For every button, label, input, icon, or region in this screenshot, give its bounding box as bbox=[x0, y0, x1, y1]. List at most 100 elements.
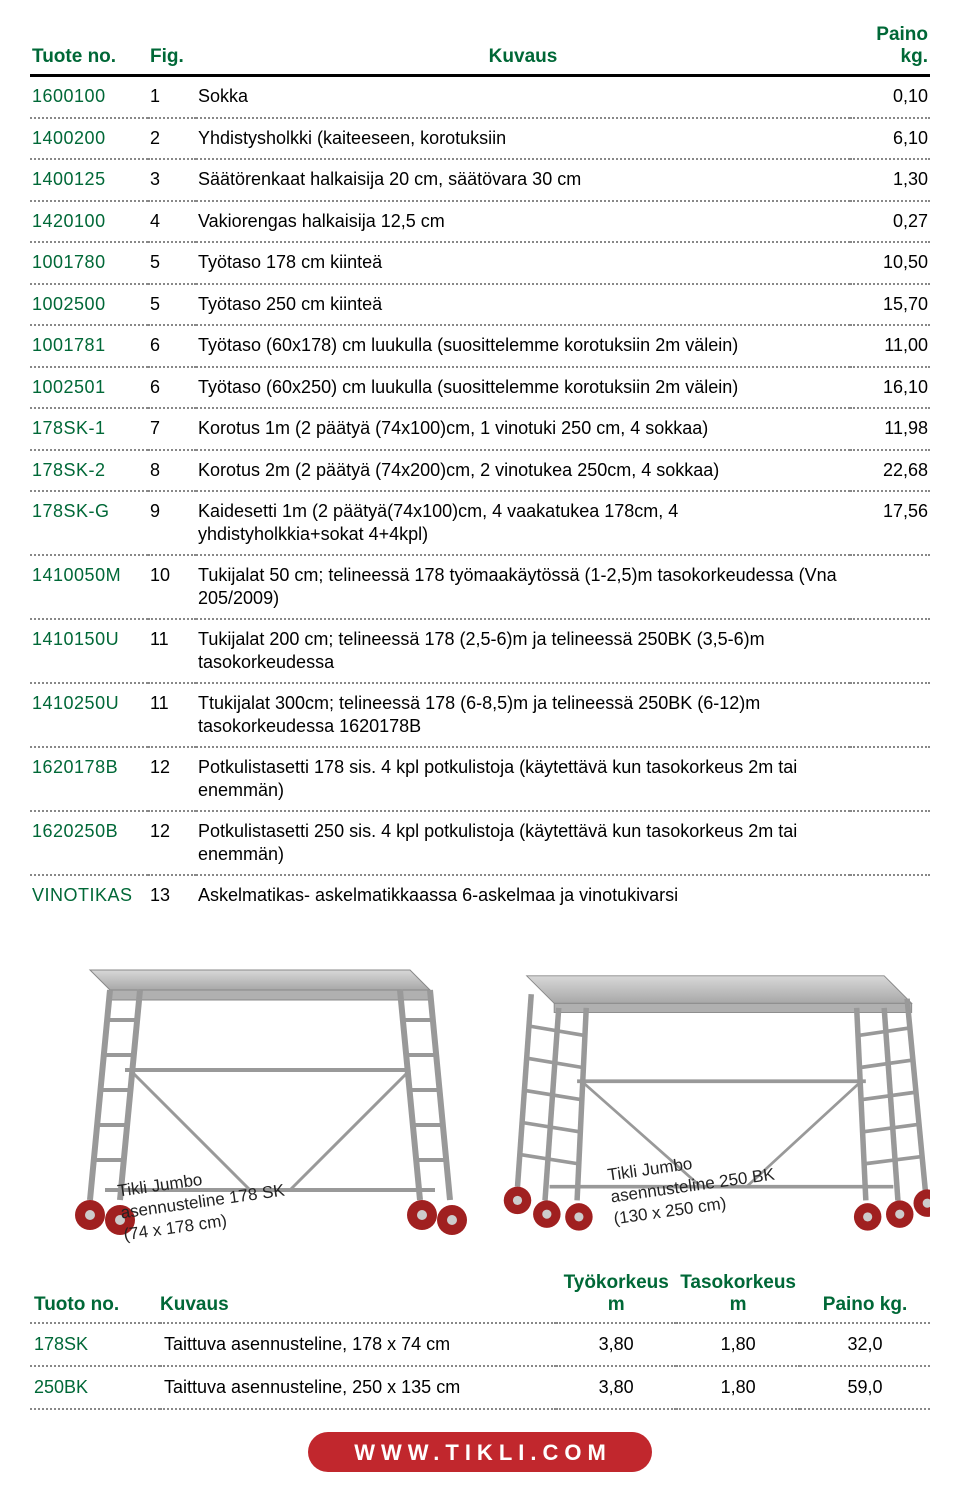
cell-fig: 11 bbox=[148, 683, 196, 747]
table-row: 10017805Työtaso 178 cm kiinteä10,50 bbox=[30, 242, 930, 284]
cell-desc: Ttukijalat 300cm; telineessä 178 (6-8,5)… bbox=[196, 683, 850, 747]
product-left: Tikli Jumbo asennusteline 178 SK (74 x 1… bbox=[30, 940, 470, 1250]
cell-desc: Korotus 2m (2 päätyä (74x200)cm, 2 vinot… bbox=[196, 450, 850, 492]
cell-weight: 6,10 bbox=[850, 118, 930, 160]
cell-fig: 2 bbox=[148, 118, 196, 160]
cell-taso: 1,80 bbox=[676, 1323, 800, 1366]
col2-tuote: Tuoto no. bbox=[30, 1270, 160, 1323]
cell-pnum: 178SK-1 bbox=[30, 408, 148, 450]
cell-desc: Vakiorengas halkaisija 12,5 cm bbox=[196, 201, 850, 243]
cell-weight: 10,50 bbox=[850, 242, 930, 284]
cell-pnum: 1002500 bbox=[30, 284, 148, 326]
cell-weight: 11,98 bbox=[850, 408, 930, 450]
table-row: VINOTIKAS13Askelmatikas- askelmatikkaass… bbox=[30, 875, 930, 916]
cell-fig: 4 bbox=[148, 201, 196, 243]
cell-desc: Työtaso (60x178) cm luukulla (suosittele… bbox=[196, 325, 850, 367]
table-row: 1410050M10Tukijalat 50 cm; telineessä 17… bbox=[30, 555, 930, 619]
cell-mnum: 178SK bbox=[30, 1323, 160, 1366]
cell-pnum: 1400200 bbox=[30, 118, 148, 160]
cell-fig: 8 bbox=[148, 450, 196, 492]
cell-pnum: 178SK-2 bbox=[30, 450, 148, 492]
cell-pnum: 178SK-G bbox=[30, 491, 148, 555]
cell-tyok: 3,80 bbox=[556, 1323, 676, 1366]
cell-fig: 1 bbox=[148, 76, 196, 118]
cell-weight bbox=[850, 747, 930, 811]
cell-weight: 11,00 bbox=[850, 325, 930, 367]
cell-desc: Yhdistysholkki (kaiteeseen, korotuksiin bbox=[196, 118, 850, 160]
cell-mdesc: Taittuva asennusteline, 178 x 74 cm bbox=[160, 1323, 556, 1366]
cell-fig: 9 bbox=[148, 491, 196, 555]
cell-fig: 11 bbox=[148, 619, 196, 683]
table-row: 178SKTaittuva asennusteline, 178 x 74 cm… bbox=[30, 1323, 930, 1366]
col2-paino: Paino kg. bbox=[800, 1270, 930, 1323]
parts-table: Tuote no. Fig. Kuvaus Paino kg. 16001001… bbox=[30, 20, 930, 916]
cell-mnum: 250BK bbox=[30, 1366, 160, 1409]
cell-fig: 5 bbox=[148, 242, 196, 284]
cell-pnum: 1002501 bbox=[30, 367, 148, 409]
cell-pnum: 1001781 bbox=[30, 325, 148, 367]
cell-taso: 1,80 bbox=[676, 1366, 800, 1409]
cell-fig: 10 bbox=[148, 555, 196, 619]
cell-desc: Korotus 1m (2 päätyä (74x100)cm, 1 vinot… bbox=[196, 408, 850, 450]
col-kuvaus: Kuvaus bbox=[196, 20, 850, 76]
table-row: 16001001Sokka0,10 bbox=[30, 76, 930, 118]
cell-weight: 15,70 bbox=[850, 284, 930, 326]
footer: WWW.TIKLI.COM bbox=[0, 1432, 960, 1490]
cell-pnum: 1410250U bbox=[30, 683, 148, 747]
cell-weight: 0,27 bbox=[850, 201, 930, 243]
table-row: 14002002Yhdistysholkki (kaiteeseen, koro… bbox=[30, 118, 930, 160]
table-row: 1410250U11Ttukijalat 300cm; telineessä 1… bbox=[30, 683, 930, 747]
cell-pnum: 1620178B bbox=[30, 747, 148, 811]
col-tuote: Tuote no. bbox=[30, 20, 148, 76]
cell-pnum: 1620250B bbox=[30, 811, 148, 875]
table-row: 1620250B12Potkulistasetti 250 sis. 4 kpl… bbox=[30, 811, 930, 875]
table-row: 10025005Työtaso 250 cm kiinteä15,70 bbox=[30, 284, 930, 326]
cell-weight bbox=[850, 811, 930, 875]
cell-weight bbox=[850, 619, 930, 683]
cell-mdesc: Taittuva asennusteline, 250 x 135 cm bbox=[160, 1366, 556, 1409]
cell-fig: 13 bbox=[148, 875, 196, 916]
cell-tyok: 3,80 bbox=[556, 1366, 676, 1409]
cell-desc: Säätörenkaat halkaisija 20 cm, säätövara… bbox=[196, 159, 850, 201]
table-row: 250BKTaittuva asennusteline, 250 x 135 c… bbox=[30, 1366, 930, 1409]
product-right: Tikli Jumbo asennusteline 250 BK (130 x … bbox=[490, 940, 930, 1250]
cell-fig: 6 bbox=[148, 325, 196, 367]
table-row: 178SK-G9Kaidesetti 1m (2 päätyä(74x100)c… bbox=[30, 491, 930, 555]
cell-desc: Työtaso (60x250) cm luukulla (suosittele… bbox=[196, 367, 850, 409]
table-row: 178SK-17Korotus 1m (2 päätyä (74x100)cm,… bbox=[30, 408, 930, 450]
cell-desc: Potkulistasetti 250 sis. 4 kpl potkulist… bbox=[196, 811, 850, 875]
cell-mwt: 59,0 bbox=[800, 1366, 930, 1409]
footer-url-pill: WWW.TIKLI.COM bbox=[308, 1432, 652, 1472]
table-row: 14001253Säätörenkaat halkaisija 20 cm, s… bbox=[30, 159, 930, 201]
table-row: 10025016Työtaso (60x250) cm luukulla (su… bbox=[30, 367, 930, 409]
cell-desc: Tukijalat 200 cm; telineessä 178 (2,5-6)… bbox=[196, 619, 850, 683]
cell-desc: Kaidesetti 1m (2 päätyä(74x100)cm, 4 vaa… bbox=[196, 491, 850, 555]
col2-tyokorkeus: Työkorkeus m bbox=[556, 1270, 676, 1323]
cell-fig: 7 bbox=[148, 408, 196, 450]
table-row: 14201004Vakiorengas halkaisija 12,5 cm0,… bbox=[30, 201, 930, 243]
table-row: 1620178B12Potkulistasetti 178 sis. 4 kpl… bbox=[30, 747, 930, 811]
table-row: 178SK-28Korotus 2m (2 päätyä (74x200)cm,… bbox=[30, 450, 930, 492]
cell-fig: 3 bbox=[148, 159, 196, 201]
cell-fig: 12 bbox=[148, 747, 196, 811]
cell-weight: 16,10 bbox=[850, 367, 930, 409]
cell-weight bbox=[850, 555, 930, 619]
col2-kuvaus: Kuvaus bbox=[160, 1270, 556, 1323]
cell-fig: 6 bbox=[148, 367, 196, 409]
cell-pnum: VINOTIKAS bbox=[30, 875, 148, 916]
col-paino: Paino kg. bbox=[850, 20, 930, 76]
table-row: 10017816Työtaso (60x178) cm luukulla (su… bbox=[30, 325, 930, 367]
cell-weight: 17,56 bbox=[850, 491, 930, 555]
cell-pnum: 1420100 bbox=[30, 201, 148, 243]
cell-fig: 5 bbox=[148, 284, 196, 326]
cell-pnum: 1410150U bbox=[30, 619, 148, 683]
cell-desc: Työtaso 250 cm kiinteä bbox=[196, 284, 850, 326]
cell-fig: 12 bbox=[148, 811, 196, 875]
cell-mwt: 32,0 bbox=[800, 1323, 930, 1366]
cell-desc: Sokka bbox=[196, 76, 850, 118]
models-table: Tuoto no. Kuvaus Työkorkeus m Tasokorkeu… bbox=[30, 1270, 930, 1410]
cell-pnum: 1400125 bbox=[30, 159, 148, 201]
cell-pnum: 1001780 bbox=[30, 242, 148, 284]
cell-desc: Tukijalat 50 cm; telineessä 178 työmaakä… bbox=[196, 555, 850, 619]
cell-pnum: 1410050M bbox=[30, 555, 148, 619]
